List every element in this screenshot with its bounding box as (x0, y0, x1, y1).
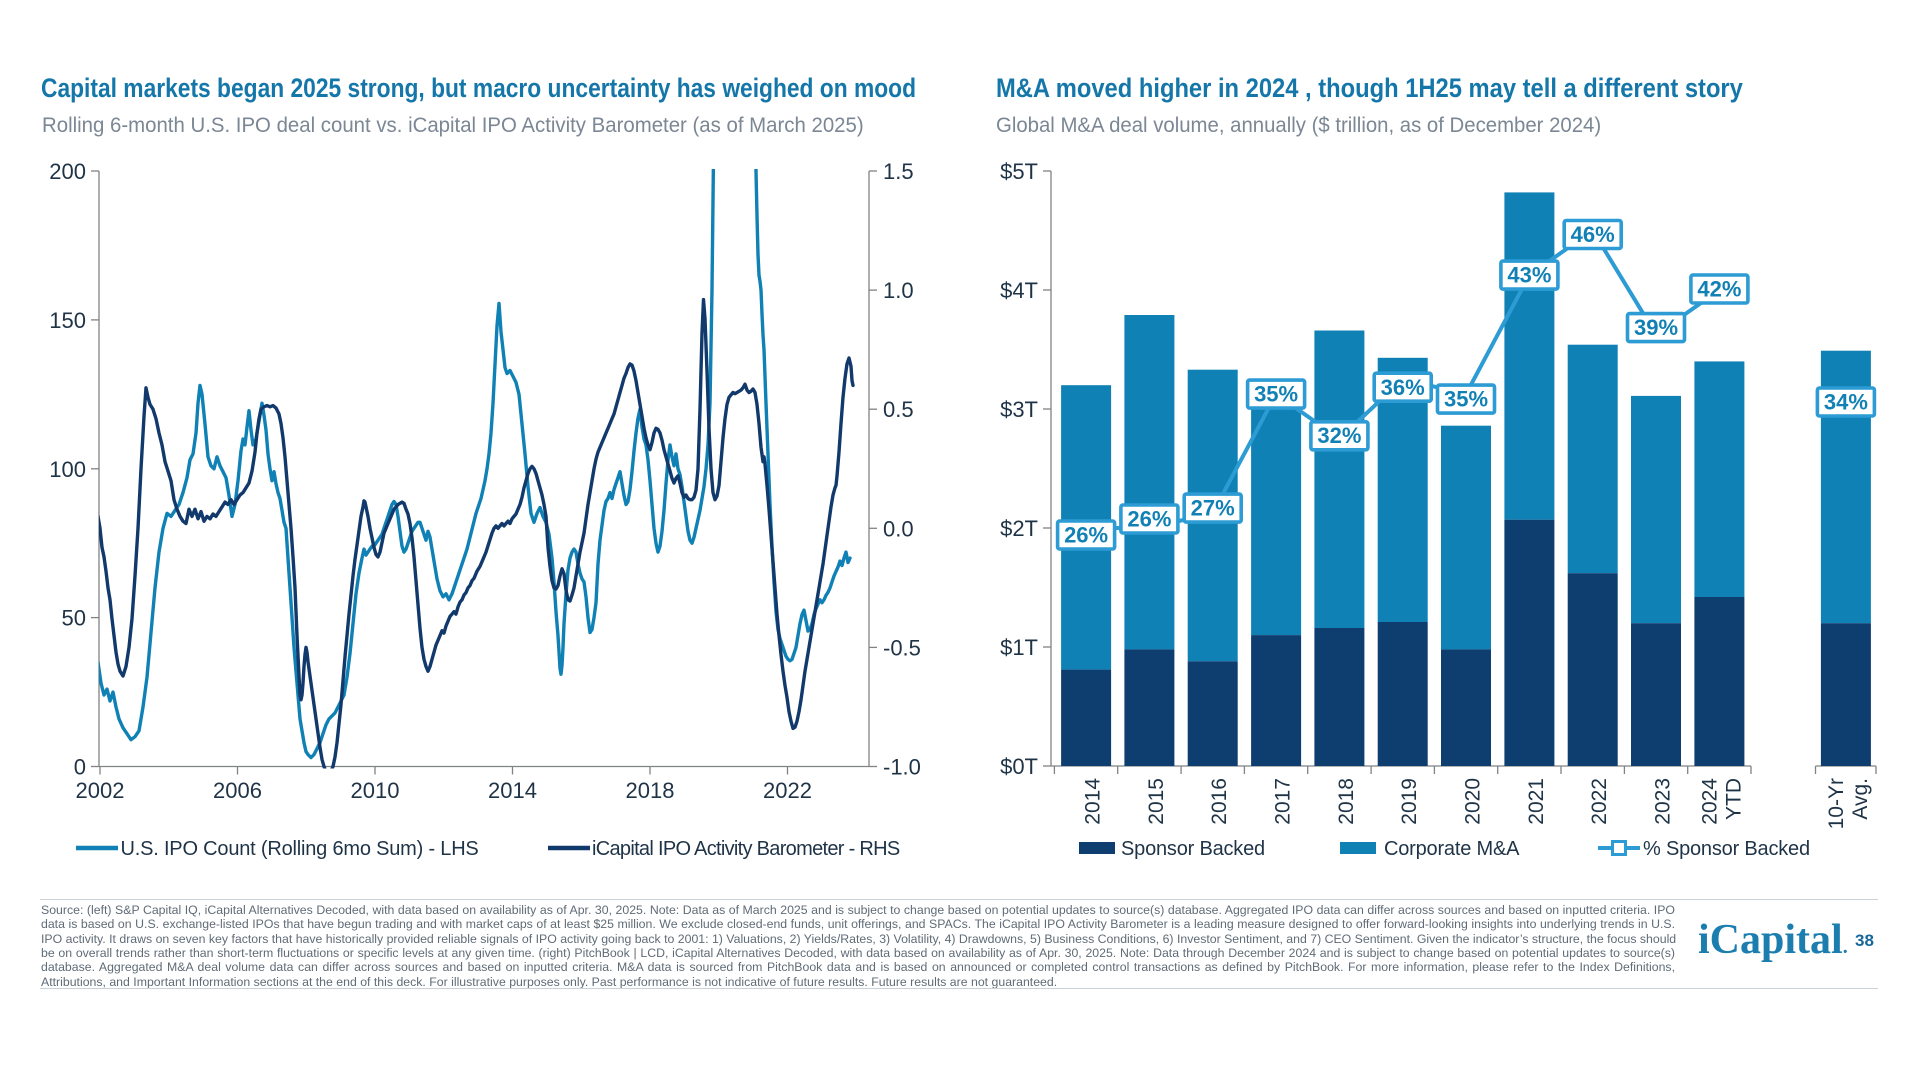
svg-text:$3T: $3T (1000, 397, 1038, 422)
svg-text:U.S. IPO Count (Rolling 6mo Su: U.S. IPO Count (Rolling 6mo Sum) - LHS (121, 838, 479, 860)
svg-text:50: 50 (62, 606, 86, 631)
svg-text:$1T: $1T (1000, 635, 1038, 660)
svg-text:iCapital IPO Activity Baromete: iCapital IPO Activity Barometer - RHS (592, 838, 900, 860)
svg-text:% Sponsor Backed: % Sponsor Backed (1643, 838, 1810, 860)
svg-text:2006: 2006 (213, 778, 262, 803)
svg-text:27%: 27% (1191, 496, 1235, 521)
svg-text:2017: 2017 (1272, 778, 1295, 825)
svg-text:2016: 2016 (1208, 778, 1231, 825)
svg-text:39%: 39% (1634, 315, 1678, 340)
svg-text:100: 100 (49, 457, 86, 482)
svg-text:2022: 2022 (763, 778, 812, 803)
svg-text:$0T: $0T (1000, 754, 1038, 779)
svg-text:2002: 2002 (76, 778, 125, 803)
svg-text:200: 200 (49, 159, 86, 184)
svg-text:-1.0: -1.0 (883, 755, 921, 780)
svg-text:32%: 32% (1317, 423, 1361, 448)
svg-text:$5T: $5T (1000, 159, 1038, 184)
svg-text:1.0: 1.0 (883, 278, 914, 303)
svg-text:26%: 26% (1064, 523, 1108, 548)
svg-text:Sponsor Backed: Sponsor Backed (1121, 838, 1265, 860)
svg-text:2024: 2024 (1698, 778, 1721, 825)
svg-text:2020: 2020 (1462, 778, 1485, 825)
svg-text:0: 0 (74, 755, 86, 780)
svg-text:150: 150 (49, 308, 86, 333)
svg-text:2015: 2015 (1145, 778, 1168, 825)
svg-text:1.5: 1.5 (883, 159, 914, 184)
svg-text:43%: 43% (1507, 263, 1551, 288)
svg-text:0.5: 0.5 (883, 397, 914, 422)
svg-text:2021: 2021 (1525, 778, 1548, 825)
svg-text:2023: 2023 (1652, 778, 1675, 825)
svg-text:2014: 2014 (1082, 778, 1105, 825)
svg-text:$2T: $2T (1000, 516, 1038, 541)
svg-text:2018: 2018 (1335, 778, 1358, 825)
svg-text:34%: 34% (1824, 390, 1868, 415)
svg-text:YTD: YTD (1722, 778, 1745, 820)
svg-text:Avg.: Avg. (1849, 778, 1872, 820)
svg-text:-0.5: -0.5 (883, 635, 921, 660)
svg-text:0.0: 0.0 (883, 516, 914, 541)
svg-text:$4T: $4T (1000, 278, 1038, 303)
svg-text:2018: 2018 (626, 778, 675, 803)
svg-text:2014: 2014 (488, 778, 537, 803)
svg-text:46%: 46% (1571, 222, 1615, 247)
svg-text:36%: 36% (1381, 375, 1425, 400)
svg-text:35%: 35% (1444, 387, 1488, 412)
svg-text:2010: 2010 (351, 778, 400, 803)
svg-text:Corporate M&A: Corporate M&A (1384, 838, 1520, 860)
svg-text:2022: 2022 (1588, 778, 1611, 825)
svg-text:2019: 2019 (1398, 778, 1421, 825)
svg-text:10-Yr: 10-Yr (1825, 778, 1848, 829)
svg-text:42%: 42% (1697, 277, 1741, 302)
svg-text:35%: 35% (1254, 382, 1298, 407)
svg-text:26%: 26% (1127, 507, 1171, 532)
